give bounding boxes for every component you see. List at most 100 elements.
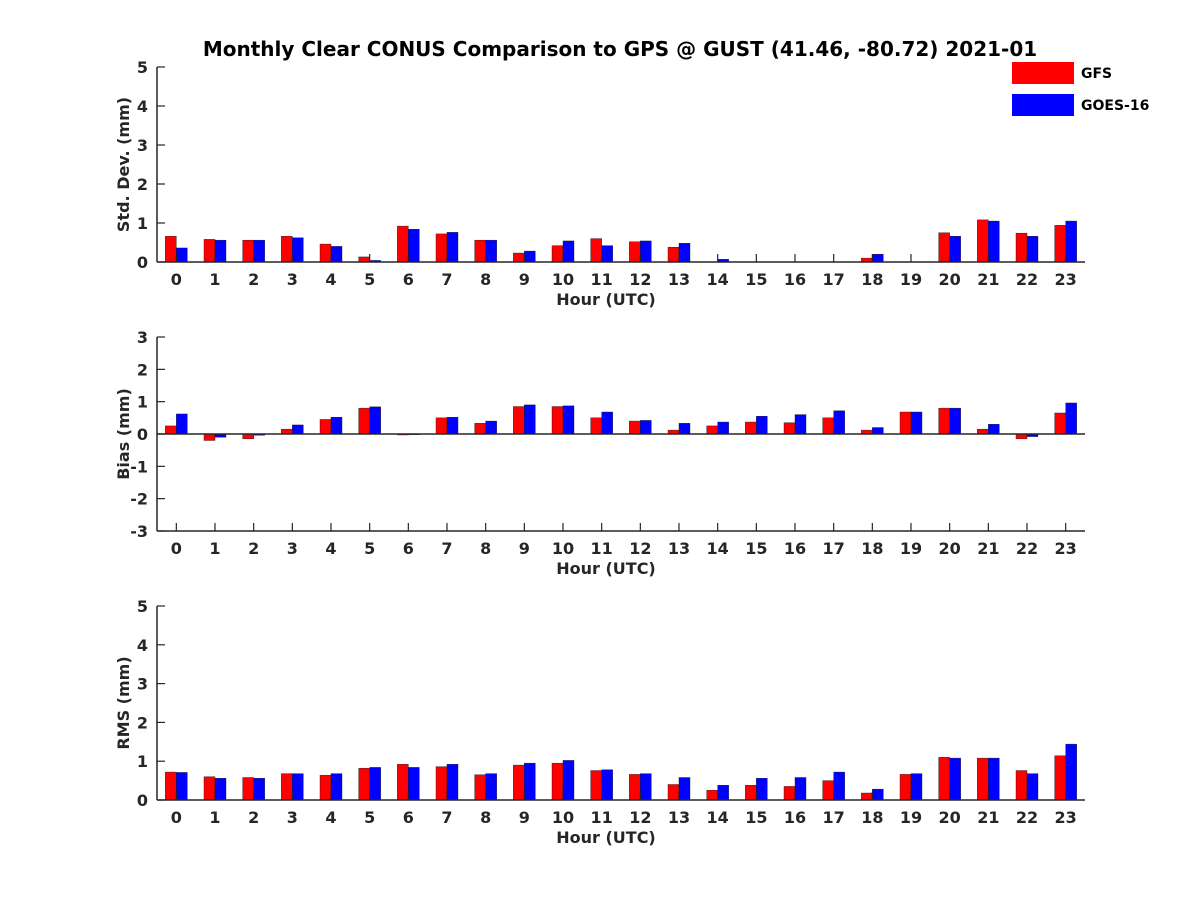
x-tick-label: 8 — [480, 808, 491, 827]
bar-goes-16-hour-14 — [717, 785, 729, 801]
y-tick-label: 0 — [137, 253, 148, 272]
bar-goes-16-hour-10 — [562, 760, 575, 801]
bar-goes-16-hour-13 — [678, 423, 691, 435]
x-tick-label: 5 — [364, 808, 375, 827]
bar-goes-16-hour-11 — [601, 769, 613, 801]
y-tick-label: 3 — [137, 328, 148, 347]
x-tick-label: 20 — [939, 808, 961, 827]
bar-gfs-hour-22 — [1015, 232, 1028, 263]
bar-goes-16-hour-13 — [678, 243, 691, 263]
bar-goes-16-hour-11 — [601, 411, 613, 435]
bar-goes-16-hour-18 — [872, 253, 884, 263]
chart-title: Monthly Clear CONUS Comparison to GPS @ … — [203, 37, 1037, 61]
x-tick-label: 14 — [707, 808, 729, 827]
x-axis-label: Hour (UTC) — [556, 828, 656, 847]
y-tick-label: 4 — [137, 636, 148, 655]
bar-gfs-hour-16 — [783, 422, 796, 435]
bar-goes-16-hour-18 — [872, 788, 884, 801]
bar-gfs-hour-6 — [397, 764, 409, 801]
x-tick-label: 11 — [591, 808, 613, 827]
x-tick-label: 22 — [1016, 808, 1038, 827]
bar-gfs-hour-12 — [629, 420, 641, 435]
x-tick-label: 16 — [784, 270, 806, 289]
x-tick-label: 12 — [629, 808, 651, 827]
x-axis-label: Hour (UTC) — [556, 559, 656, 578]
bar-goes-16-hour-2 — [253, 239, 265, 263]
bar-gfs-hour-1 — [203, 239, 216, 263]
x-axis-label: Hour (UTC) — [556, 290, 656, 309]
x-tick-label: 0 — [171, 270, 182, 289]
bar-gfs-hour-12 — [629, 241, 641, 263]
bar-gfs-hour-7 — [435, 766, 448, 801]
bar-gfs-hour-14 — [706, 790, 718, 801]
x-tick-label: 9 — [519, 539, 530, 558]
y-axis-label: RMS (mm) — [114, 656, 133, 749]
bar-gfs-hour-5 — [358, 256, 370, 263]
bar-goes-16-hour-17 — [833, 410, 845, 435]
bar-goes-16-hour-2 — [253, 778, 265, 801]
x-tick-label: 3 — [287, 539, 298, 558]
y-tick-label: 2 — [137, 175, 148, 194]
bar-gfs-hour-2 — [242, 777, 254, 801]
bar-gfs-hour-4 — [319, 419, 332, 435]
x-tick-label: 19 — [900, 539, 922, 558]
bar-goes-16-hour-3 — [292, 424, 304, 435]
bar-gfs-hour-11 — [590, 417, 602, 435]
y-tick-label: -1 — [130, 457, 148, 476]
x-tick-label: 19 — [900, 808, 922, 827]
bar-gfs-hour-10 — [551, 406, 564, 435]
bar-gfs-hour-9 — [513, 764, 525, 801]
bar-goes-16-hour-9 — [524, 250, 536, 263]
x-tick-label: 7 — [441, 270, 452, 289]
bar-gfs-hour-10 — [551, 762, 564, 801]
bar-goes-16-hour-0 — [176, 772, 188, 801]
bar-gfs-hour-7 — [435, 233, 448, 263]
bar-goes-16-hour-21 — [988, 757, 1000, 801]
y-tick-label: 2 — [137, 360, 148, 379]
bar-gfs-hour-8 — [474, 239, 486, 263]
x-tick-label: 17 — [823, 808, 845, 827]
x-tick-label: 1 — [209, 539, 220, 558]
x-tick-label: 16 — [784, 808, 806, 827]
bar-goes-16-hour-1 — [214, 778, 227, 801]
x-tick-label: 2 — [248, 539, 259, 558]
bar-goes-16-hour-5 — [369, 406, 381, 435]
x-tick-label: 20 — [939, 539, 961, 558]
bar-goes-16-hour-17 — [833, 771, 845, 801]
y-tick-label: 3 — [137, 675, 148, 694]
bar-gfs-hour-20 — [938, 232, 950, 263]
bar-gfs-hour-0 — [165, 236, 177, 263]
bar-goes-16-hour-9 — [524, 762, 536, 801]
y-tick-label: 1 — [137, 393, 148, 412]
bar-gfs-hour-22 — [1015, 770, 1028, 801]
bar-gfs-hour-19 — [899, 411, 912, 435]
y-tick-label: -2 — [130, 490, 148, 509]
bar-gfs-hour-23 — [1054, 412, 1066, 435]
legend-label-goes-16: GOES-16 — [1081, 98, 1149, 114]
x-tick-label: 20 — [939, 270, 961, 289]
x-tick-label: 10 — [552, 808, 574, 827]
bar-goes-16-hour-23 — [1065, 402, 1077, 435]
bar-gfs-hour-13 — [667, 784, 680, 801]
x-tick-label: 15 — [745, 539, 767, 558]
x-tick-label: 14 — [707, 270, 729, 289]
x-tick-label: 6 — [403, 539, 414, 558]
x-tick-label: 19 — [900, 270, 922, 289]
x-tick-label: 13 — [668, 539, 690, 558]
bar-gfs-hour-8 — [474, 423, 486, 435]
bar-goes-16-hour-0 — [176, 413, 188, 435]
x-tick-label: 2 — [248, 808, 259, 827]
bar-gfs-hour-15 — [745, 785, 757, 801]
y-axis-label: Bias (mm) — [114, 388, 133, 480]
bar-gfs-hour-14 — [706, 425, 718, 435]
bar-goes-16-hour-21 — [988, 220, 1000, 263]
bar-gfs-hour-17 — [822, 780, 834, 801]
legend-swatch-goes-16 — [1012, 94, 1074, 116]
bar-gfs-hour-10 — [551, 245, 564, 263]
bar-gfs-hour-9 — [513, 406, 525, 435]
x-tick-label: 10 — [552, 270, 574, 289]
bar-gfs-hour-5 — [358, 407, 370, 435]
x-tick-label: 22 — [1016, 539, 1038, 558]
